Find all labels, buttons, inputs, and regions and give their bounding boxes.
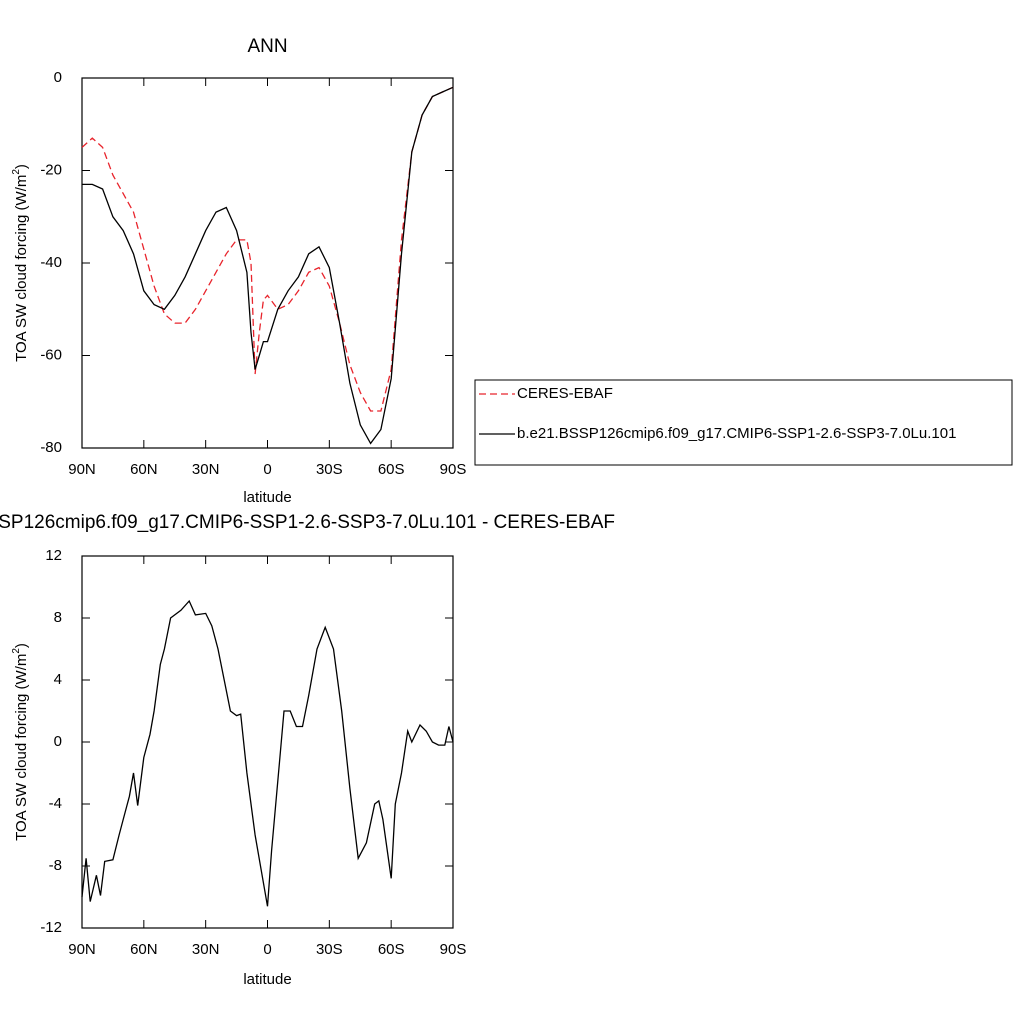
y-axis-label: TOA SW cloud forcing (W/m2) xyxy=(11,643,30,841)
x-tick-label: 60S xyxy=(378,461,405,478)
x-tick-label: 90N xyxy=(68,461,96,478)
y-tick-label: 8 xyxy=(54,609,62,626)
x-tick-label: 0 xyxy=(263,941,271,958)
plot-frame xyxy=(81,77,454,449)
x-tick-label: 60N xyxy=(130,461,158,478)
y-tick-label: -20 xyxy=(40,161,62,178)
y-tick-label: 0 xyxy=(54,69,62,86)
y-tick-label: -4 xyxy=(49,795,62,812)
x-tick-label: 90S xyxy=(440,461,467,478)
x-tick-label: 30N xyxy=(192,461,220,478)
data-line xyxy=(81,599,454,907)
legend-label: CERES-EBAF xyxy=(517,385,613,402)
x-tick-label: 30N xyxy=(192,941,220,958)
y-tick-label: -60 xyxy=(40,346,62,363)
y-tick-label: 0 xyxy=(54,733,62,750)
y-tick-label: -8 xyxy=(49,857,62,874)
legend-label: b.e21.BSSP126cmip6.f09_g17.CMIP6-SSP1-2.… xyxy=(517,425,956,442)
chart-title: ANN xyxy=(247,36,287,57)
y-tick-label: -40 xyxy=(40,254,62,271)
y-axis-label-part: 2 xyxy=(11,169,22,175)
y-axis-label-part: TOA SW cloud forcing (W/m xyxy=(13,175,30,362)
y-axis-label-part: ) xyxy=(13,164,30,169)
x-tick-label: 90N xyxy=(68,941,96,958)
chart-title: b.e21.BSSP126cmip6.f09_g17.CMIP6-SSP1-2.… xyxy=(0,512,615,533)
x-tick-label: 90S xyxy=(440,941,467,958)
x-axis-label: latitude xyxy=(243,489,291,506)
x-tick-label: 0 xyxy=(263,461,271,478)
legend-box xyxy=(474,379,1013,466)
y-axis-label-part: ) xyxy=(13,643,30,648)
y-tick-label: 4 xyxy=(54,671,62,688)
x-tick-label: 30S xyxy=(316,461,343,478)
y-tick-label: 12 xyxy=(45,547,62,564)
x-tick-label: 30S xyxy=(316,941,343,958)
plot-frame xyxy=(81,555,454,929)
x-axis-label: latitude xyxy=(243,971,291,988)
y-tick-label: -80 xyxy=(40,439,62,456)
y-axis-label: TOA SW cloud forcing (W/m2) xyxy=(11,164,30,362)
data-line xyxy=(81,86,454,412)
y-axis-label-part: TOA SW cloud forcing (W/m xyxy=(13,654,30,841)
x-tick-label: 60S xyxy=(378,941,405,958)
data-line xyxy=(82,86,454,445)
y-tick-label: -12 xyxy=(40,919,62,936)
x-tick-label: 60N xyxy=(130,941,158,958)
y-axis-label-part: 2 xyxy=(11,648,22,654)
